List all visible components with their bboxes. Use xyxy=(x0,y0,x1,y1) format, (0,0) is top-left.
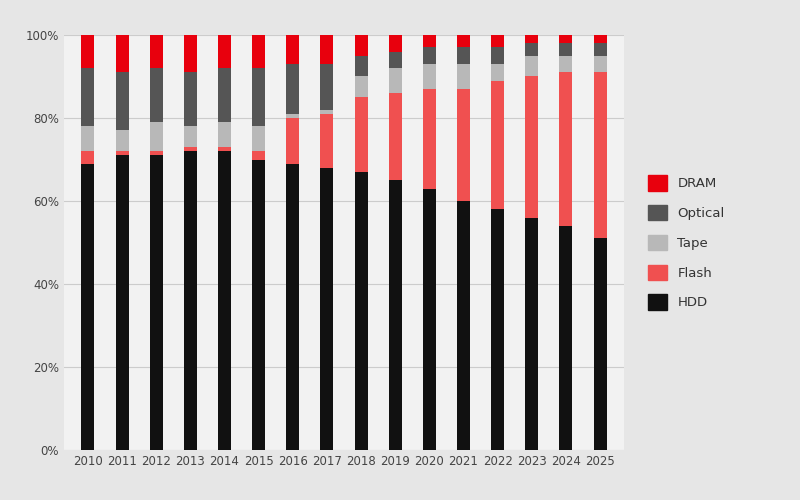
Bar xyxy=(594,35,606,43)
Bar xyxy=(457,35,470,48)
Bar xyxy=(526,56,538,76)
Bar xyxy=(526,76,538,218)
Bar xyxy=(389,68,402,93)
Bar xyxy=(354,56,367,76)
Bar xyxy=(594,44,606,56)
Bar xyxy=(321,35,334,64)
Bar xyxy=(594,72,606,238)
Bar xyxy=(286,64,299,114)
Bar xyxy=(559,44,573,56)
Bar xyxy=(150,68,162,122)
Bar xyxy=(321,64,334,110)
Bar xyxy=(184,126,197,147)
Bar xyxy=(457,201,470,450)
Bar xyxy=(286,164,299,450)
Bar xyxy=(184,35,197,72)
Bar xyxy=(457,48,470,64)
Bar xyxy=(423,188,436,450)
Bar xyxy=(457,64,470,89)
Bar xyxy=(321,168,334,450)
Bar xyxy=(82,68,94,126)
Legend: DRAM, Optical, Tape, Flash, HDD: DRAM, Optical, Tape, Flash, HDD xyxy=(642,169,731,316)
Bar xyxy=(559,56,573,72)
Bar xyxy=(559,226,573,450)
Bar xyxy=(218,151,231,450)
Bar xyxy=(184,147,197,151)
Bar xyxy=(594,56,606,72)
Bar xyxy=(150,151,162,156)
Bar xyxy=(115,156,129,450)
Bar xyxy=(389,93,402,180)
Bar xyxy=(115,151,129,156)
Bar xyxy=(150,122,162,151)
Bar xyxy=(423,64,436,89)
Bar xyxy=(321,110,334,114)
Bar xyxy=(184,151,197,450)
Bar xyxy=(286,118,299,164)
Bar xyxy=(594,238,606,450)
Bar xyxy=(526,218,538,450)
Bar xyxy=(491,48,504,64)
Bar xyxy=(82,126,94,151)
Bar xyxy=(423,48,436,64)
Bar xyxy=(491,64,504,80)
Bar xyxy=(491,80,504,210)
Bar xyxy=(354,35,367,56)
Bar xyxy=(252,151,265,160)
Bar xyxy=(115,72,129,130)
Bar xyxy=(115,35,129,72)
Bar xyxy=(252,160,265,450)
Bar xyxy=(491,210,504,450)
Bar xyxy=(389,35,402,51)
Bar xyxy=(354,172,367,450)
Bar xyxy=(184,72,197,126)
Bar xyxy=(150,156,162,450)
Bar xyxy=(559,35,573,43)
Bar xyxy=(82,151,94,164)
Bar xyxy=(218,147,231,151)
Bar xyxy=(389,180,402,450)
Bar xyxy=(286,114,299,118)
Bar xyxy=(252,35,265,68)
Bar xyxy=(218,68,231,122)
Bar xyxy=(252,126,265,151)
Bar xyxy=(423,89,436,188)
Bar xyxy=(423,35,436,48)
Bar xyxy=(286,35,299,64)
Bar xyxy=(321,114,334,168)
Bar xyxy=(526,44,538,56)
Bar xyxy=(491,35,504,48)
Bar xyxy=(526,35,538,43)
Bar xyxy=(115,130,129,151)
Bar xyxy=(252,68,265,126)
Bar xyxy=(218,35,231,68)
Bar xyxy=(457,89,470,201)
Bar xyxy=(150,35,162,68)
Bar xyxy=(82,35,94,68)
Bar xyxy=(354,76,367,97)
Bar xyxy=(559,72,573,226)
Bar xyxy=(82,164,94,450)
Bar xyxy=(218,122,231,147)
Bar xyxy=(354,97,367,172)
Bar xyxy=(389,52,402,68)
